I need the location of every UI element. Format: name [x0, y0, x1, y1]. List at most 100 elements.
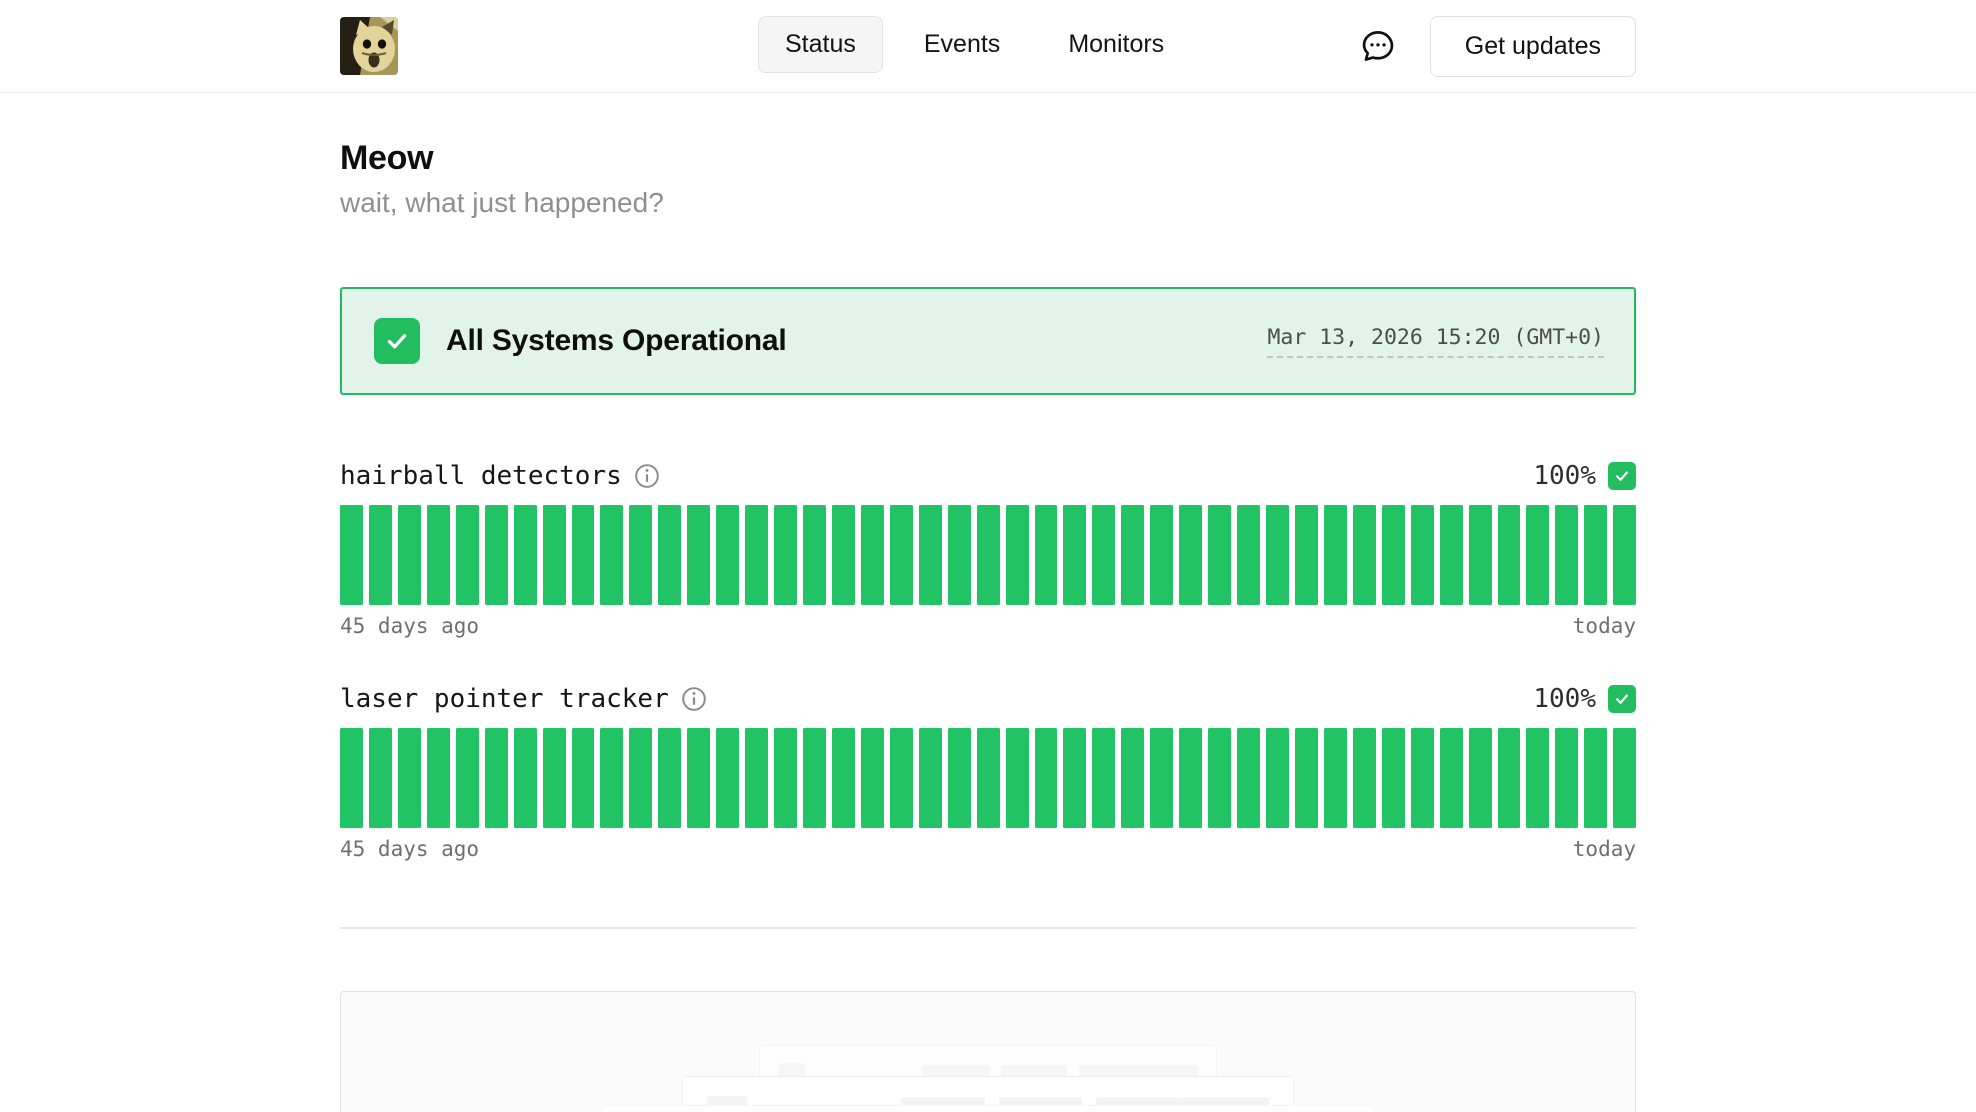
uptime-bar[interactable]: [1092, 505, 1116, 605]
uptime-bar[interactable]: [803, 728, 826, 828]
uptime-bar[interactable]: [513, 505, 537, 605]
uptime-bar[interactable]: [687, 505, 711, 605]
uptime-bar[interactable]: [600, 728, 624, 828]
uptime-bar[interactable]: [397, 728, 421, 828]
uptime-bar[interactable]: [658, 505, 682, 605]
uptime-bar[interactable]: [947, 728, 971, 828]
uptime-bar[interactable]: [889, 505, 913, 605]
uptime-bar[interactable]: [1439, 728, 1463, 828]
uptime-bar[interactable]: [947, 505, 971, 605]
uptime-bar[interactable]: [1497, 505, 1521, 605]
nav-tab-events[interactable]: Events: [897, 16, 1027, 73]
uptime-bar[interactable]: [368, 728, 392, 828]
uptime-bar[interactable]: [889, 728, 913, 828]
uptime-bar[interactable]: [658, 728, 682, 828]
uptime-bar[interactable]: [1381, 505, 1405, 605]
uptime-bar[interactable]: [1266, 505, 1289, 605]
uptime-bar[interactable]: [716, 505, 740, 605]
uptime-bar[interactable]: [455, 505, 479, 605]
uptime-bar[interactable]: [1005, 505, 1029, 605]
uptime-bar[interactable]: [1613, 728, 1637, 828]
uptime-bar[interactable]: [1150, 505, 1174, 605]
uptime-bar[interactable]: [1208, 505, 1232, 605]
uptime-bar[interactable]: [1613, 505, 1637, 605]
uptime-bar[interactable]: [1584, 728, 1608, 828]
uptime-bar[interactable]: [1468, 728, 1492, 828]
uptime-bar[interactable]: [397, 505, 421, 605]
uptime-bar[interactable]: [571, 505, 595, 605]
uptime-bar[interactable]: [1237, 505, 1260, 605]
uptime-bar[interactable]: [687, 728, 711, 828]
cat-avatar-logo[interactable]: [340, 17, 398, 75]
uptime-bar[interactable]: [803, 505, 826, 605]
uptime-bar[interactable]: [1555, 505, 1579, 605]
uptime-bar[interactable]: [1555, 728, 1579, 828]
uptime-bar[interactable]: [976, 728, 1000, 828]
range-start-label: 45 days ago: [340, 837, 480, 861]
uptime-bar[interactable]: [1497, 728, 1521, 828]
uptime-bar[interactable]: [1237, 728, 1260, 828]
uptime-bar[interactable]: [1266, 728, 1289, 828]
get-updates-button[interactable]: Get updates: [1429, 15, 1636, 77]
uptime-bar[interactable]: [542, 505, 566, 605]
chat-bubble-icon[interactable]: [1358, 26, 1398, 66]
uptime-bar[interactable]: [1179, 728, 1203, 828]
uptime-bar[interactable]: [1526, 728, 1550, 828]
uptime-bar[interactable]: [745, 505, 769, 605]
uptime-bar[interactable]: [976, 505, 1000, 605]
status-timestamp[interactable]: Mar 13, 2026 15:20 (GMT+0): [1267, 325, 1604, 358]
uptime-bar[interactable]: [629, 505, 653, 605]
uptime-bar[interactable]: [1034, 505, 1058, 605]
uptime-bar[interactable]: [513, 728, 537, 828]
uptime-bar[interactable]: [1323, 505, 1347, 605]
uptime-bar[interactable]: [1150, 728, 1174, 828]
uptime-bar[interactable]: [368, 505, 392, 605]
uptime-bar[interactable]: [1352, 728, 1376, 828]
uptime-bar[interactable]: [1063, 505, 1087, 605]
uptime-bar[interactable]: [340, 505, 363, 605]
uptime-bar[interactable]: [1584, 505, 1608, 605]
uptime-bar[interactable]: [571, 728, 595, 828]
uptime-bar[interactable]: [1092, 728, 1116, 828]
uptime-bar[interactable]: [1121, 728, 1145, 828]
uptime-bar[interactable]: [1294, 728, 1318, 828]
uptime-bar[interactable]: [340, 728, 363, 828]
uptime-bar[interactable]: [1381, 728, 1405, 828]
uptime-bar[interactable]: [1468, 505, 1492, 605]
info-icon[interactable]: [681, 686, 707, 712]
uptime-bar[interactable]: [629, 728, 653, 828]
nav-tab-status[interactable]: Status: [758, 16, 883, 73]
uptime-bar[interactable]: [745, 728, 769, 828]
uptime-bar[interactable]: [1294, 505, 1318, 605]
nav-tab-monitors[interactable]: Monitors: [1041, 16, 1191, 73]
uptime-bar[interactable]: [716, 728, 740, 828]
uptime-bar[interactable]: [1323, 728, 1347, 828]
uptime-bar[interactable]: [1352, 505, 1376, 605]
uptime-bar[interactable]: [1063, 728, 1087, 828]
uptime-bar[interactable]: [860, 728, 884, 828]
uptime-bar[interactable]: [426, 728, 450, 828]
uptime-bar[interactable]: [600, 505, 624, 605]
uptime-bar[interactable]: [918, 728, 942, 828]
info-icon[interactable]: [634, 463, 660, 489]
uptime-bar[interactable]: [860, 505, 884, 605]
uptime-bar[interactable]: [774, 728, 797, 828]
uptime-bar[interactable]: [1208, 728, 1232, 828]
uptime-bar[interactable]: [831, 728, 855, 828]
uptime-bar[interactable]: [1121, 505, 1145, 605]
uptime-bar[interactable]: [1526, 505, 1550, 605]
uptime-bar[interactable]: [918, 505, 942, 605]
uptime-bar[interactable]: [1179, 505, 1203, 605]
uptime-bar[interactable]: [1005, 728, 1029, 828]
uptime-bar[interactable]: [484, 505, 508, 605]
uptime-bar[interactable]: [1410, 505, 1434, 605]
uptime-bar[interactable]: [1034, 728, 1058, 828]
uptime-bar[interactable]: [426, 505, 450, 605]
uptime-bar[interactable]: [831, 505, 855, 605]
uptime-bar[interactable]: [455, 728, 479, 828]
uptime-bar[interactable]: [484, 728, 508, 828]
uptime-bar[interactable]: [1410, 728, 1434, 828]
uptime-bar[interactable]: [1439, 505, 1463, 605]
uptime-bar[interactable]: [542, 728, 566, 828]
uptime-bar[interactable]: [774, 505, 797, 605]
